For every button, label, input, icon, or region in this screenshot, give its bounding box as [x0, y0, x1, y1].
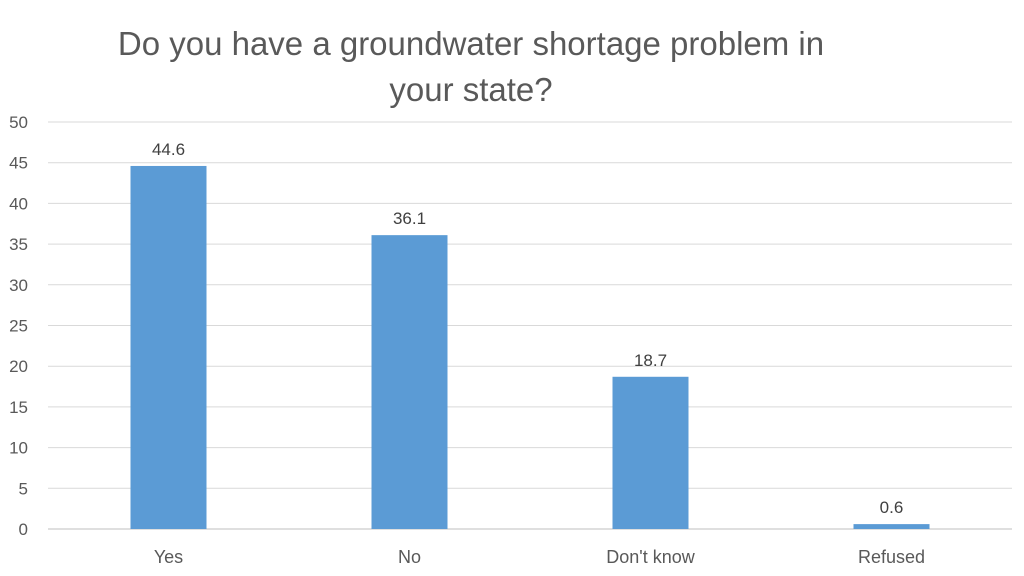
x-axis-categories: Yes No Don't know Refused	[154, 547, 925, 567]
y-tick-label: 20	[9, 357, 28, 376]
data-label: 44.6	[152, 140, 185, 159]
y-tick-label: 35	[9, 235, 28, 254]
x-category-label: Don't know	[606, 547, 695, 567]
data-label: 18.7	[634, 351, 667, 370]
data-labels: 44.6 36.1 18.7 0.6	[152, 140, 903, 517]
y-tick-label: 0	[19, 520, 28, 539]
bar-yes	[130, 165, 207, 529]
bar-no	[371, 235, 448, 529]
y-tick-label: 5	[19, 479, 28, 498]
gridlines	[48, 121, 1012, 530]
x-category-label: Refused	[858, 547, 925, 567]
data-label: 36.1	[393, 209, 426, 228]
bar-don-t-know	[612, 376, 689, 529]
y-tick-label: 10	[9, 439, 28, 458]
chart-title-line-1: Do you have a groundwater shortage probl…	[118, 25, 824, 62]
x-category-label: No	[398, 547, 421, 567]
y-tick-label: 25	[9, 317, 28, 336]
chart-title-line-2: your state?	[389, 71, 552, 108]
y-tick-label: 30	[9, 276, 28, 295]
y-tick-label: 45	[9, 154, 28, 173]
data-label: 0.6	[880, 498, 904, 517]
bar-refused	[853, 524, 930, 529]
y-axis-ticks: 0 5 10 15 20 25 30 35 40 45 50	[9, 113, 28, 539]
bars	[130, 165, 930, 529]
x-category-label: Yes	[154, 547, 183, 567]
y-tick-label: 50	[9, 113, 28, 132]
y-tick-label: 40	[9, 194, 28, 213]
y-tick-label: 15	[9, 398, 28, 417]
